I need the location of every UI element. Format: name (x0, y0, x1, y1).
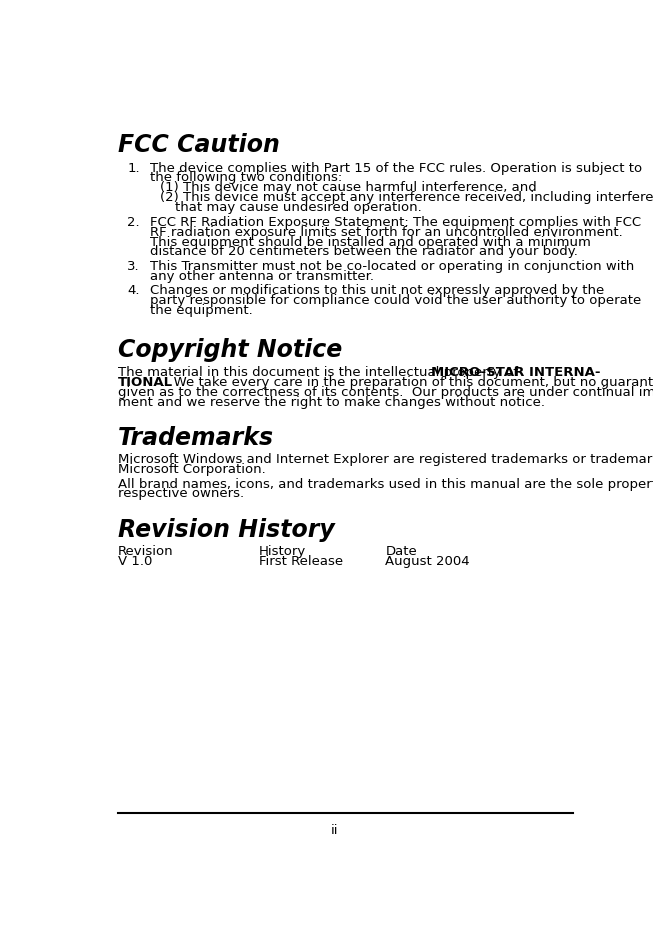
Text: The device complies with Part 15 of the FCC rules. Operation is subject to: The device complies with Part 15 of the … (150, 161, 642, 174)
Text: The material in this document is the intellectual property of: The material in this document is the int… (118, 365, 522, 378)
Text: FCC RF Radiation Exposure Statement: The equipment complies with FCC: FCC RF Radiation Exposure Statement: The… (150, 215, 641, 228)
Text: MICRO-STAR INTERNA-: MICRO-STAR INTERNA- (432, 365, 601, 378)
Text: History: History (259, 545, 306, 558)
Text: that may cause undesired operation.: that may cause undesired operation. (175, 201, 422, 214)
Text: Microsoft Windows and Internet Explorer are registered trademarks or trademarks : Microsoft Windows and Internet Explorer … (118, 453, 653, 466)
Text: party responsible for compliance could void the user authority to operate: party responsible for compliance could v… (150, 294, 641, 307)
Text: Trademarks: Trademarks (118, 425, 274, 449)
Text: the following two conditions:: the following two conditions: (150, 171, 342, 184)
Text: 3.: 3. (127, 259, 140, 272)
Text: any other antenna or transmitter.: any other antenna or transmitter. (150, 270, 374, 283)
Text: Revision History: Revision History (118, 517, 335, 541)
Text: TIONAL: TIONAL (118, 375, 173, 388)
Text: distance of 20 centimeters between the radiator and your body.: distance of 20 centimeters between the r… (150, 245, 578, 258)
Text: All brand names, icons, and trademarks used in this manual are the sole property: All brand names, icons, and trademarks u… (118, 477, 653, 490)
Text: RF radiation exposure limits set forth for an uncontrolled environment.: RF radiation exposure limits set forth f… (150, 226, 623, 239)
Text: Copyright Notice: Copyright Notice (118, 338, 342, 362)
Text: Changes or modifications to this unit not expressly approved by the: Changes or modifications to this unit no… (150, 284, 604, 297)
Text: This Transmitter must not be co-located or operating in conjunction with: This Transmitter must not be co-located … (150, 259, 634, 272)
Text: 2.: 2. (127, 215, 140, 228)
Text: given as to the correctness of its contents.  Our products are under continual i: given as to the correctness of its conte… (118, 386, 653, 399)
Text: First Release: First Release (259, 554, 343, 567)
Text: V 1.0: V 1.0 (118, 554, 152, 567)
Text: FCC Caution: FCC Caution (118, 133, 280, 156)
Text: 1.: 1. (127, 161, 140, 174)
Text: 4.: 4. (127, 284, 140, 297)
Text: Date: Date (385, 545, 417, 558)
Text: ii: ii (331, 823, 338, 836)
Text: (2) This device must accept any interference received, including interference: (2) This device must accept any interfer… (160, 191, 653, 204)
Text: Microsoft Corporation.: Microsoft Corporation. (118, 462, 266, 475)
Text: respective owners.: respective owners. (118, 487, 244, 500)
Text: Revision: Revision (118, 545, 174, 558)
Text: the equipment.: the equipment. (150, 303, 253, 316)
Text: .  We take every care in the preparation of this document, but no guarantee is: . We take every care in the preparation … (161, 375, 653, 388)
Text: August 2004: August 2004 (385, 554, 470, 567)
Text: ment and we reserve the right to make changes without notice.: ment and we reserve the right to make ch… (118, 395, 545, 408)
Text: (1) This device may not cause harmful interference, and: (1) This device may not cause harmful in… (160, 182, 537, 194)
Text: This equipment should be installed and operated with a minimum: This equipment should be installed and o… (150, 235, 591, 248)
